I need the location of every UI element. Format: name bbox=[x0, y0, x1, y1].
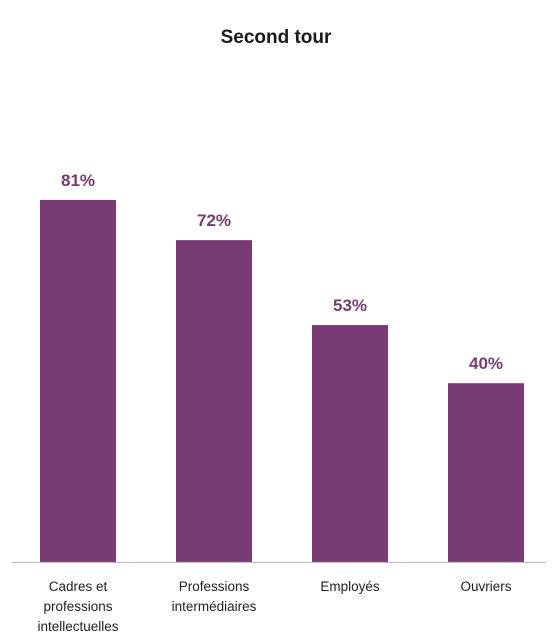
tick-label-2-line-0: Employés bbox=[320, 579, 380, 594]
tick-label-1-line-1: intermédiaires bbox=[172, 599, 257, 614]
data-label-0: 81% bbox=[61, 171, 95, 190]
data-label-1: 72% bbox=[197, 211, 231, 230]
tick-label-0-line-1: professions bbox=[43, 599, 112, 614]
data-labels-group: 81% 72% 53% 40% bbox=[61, 171, 503, 373]
bar-1 bbox=[176, 240, 252, 562]
tick-label-3-line-0: Ouvriers bbox=[460, 579, 511, 594]
tick-label-0-line-2: intellectuelles bbox=[37, 619, 118, 634]
data-label-3: 40% bbox=[469, 354, 503, 373]
tick-label-1: Professions intermédiaires bbox=[172, 579, 257, 614]
bar-0 bbox=[40, 199, 116, 562]
bar-3 bbox=[448, 383, 524, 562]
x-tick-labels-group: Cadres et professions intellectuelles Profe… bbox=[37, 579, 511, 634]
chart-title: Second tour bbox=[221, 27, 332, 48]
tick-label-0-line-0: Cadres et bbox=[49, 579, 108, 594]
data-label-2: 53% bbox=[333, 296, 367, 315]
tick-label-2: Employés bbox=[320, 579, 380, 594]
tick-label-1-line-0: Professions bbox=[179, 579, 250, 594]
tick-label-0: Cadres et professions intellectuelles bbox=[37, 579, 118, 634]
bars-group bbox=[40, 199, 524, 562]
tick-label-3: Ouvriers bbox=[460, 579, 511, 594]
bar-2 bbox=[312, 325, 388, 562]
